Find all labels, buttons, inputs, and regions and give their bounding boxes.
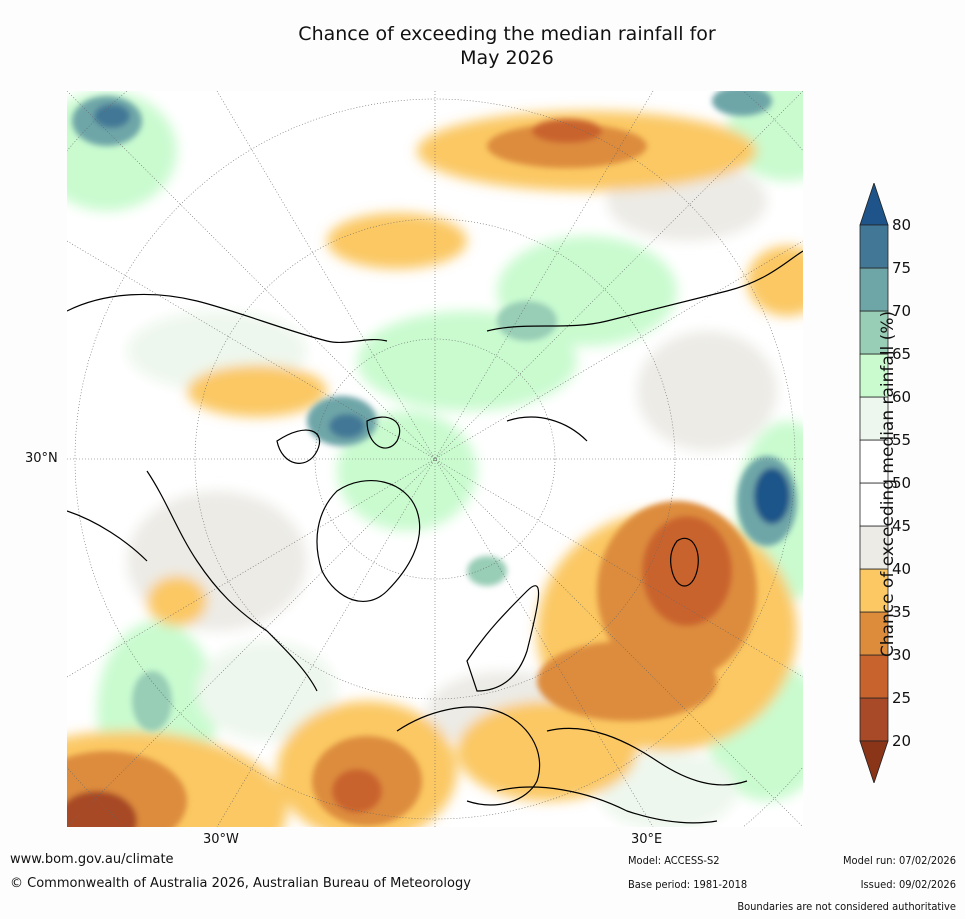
colorbar-under-arrow xyxy=(859,740,889,785)
colorbar-tick-label: 30 xyxy=(892,646,911,664)
colorbar-tick-label: 20 xyxy=(892,732,911,750)
colorbar-tick-label: 50 xyxy=(892,474,911,492)
colorbar-label: Chance of exceeding median rainfall (%) xyxy=(878,310,898,658)
map-canvas xyxy=(67,91,803,827)
colorbar-graphic: 20 25 30 35 40 45 50 55 60 65 70 75 80 xyxy=(859,181,911,785)
graticule xyxy=(67,91,803,827)
colorbar-segment xyxy=(859,482,889,527)
colorbar-tick-label: 75 xyxy=(892,259,911,277)
colorbar-tick-label: 65 xyxy=(892,345,911,363)
colorbar-tick-label: 55 xyxy=(892,431,911,449)
issued-text: Issued: 09/02/2026 xyxy=(860,878,956,891)
website-link[interactable]: www.bom.gov.au/climate xyxy=(10,852,174,867)
colorbar: 20 25 30 35 40 45 50 55 60 65 70 75 80 xyxy=(859,181,965,785)
coastlines xyxy=(67,250,803,824)
probability-field xyxy=(67,91,803,827)
colorbar-tick-label: 70 xyxy=(892,302,911,320)
colorbar-segment xyxy=(859,611,889,656)
colorbar-segment xyxy=(859,353,889,398)
colorbar-over-arrow xyxy=(859,181,889,226)
colorbar-tick-label: 25 xyxy=(892,689,911,707)
copyright-text: © Commonwealth of Australia 2026, Austra… xyxy=(10,876,471,891)
colorbar-segment xyxy=(859,224,889,269)
colorbar-segment xyxy=(859,396,889,441)
colorbar-tick-label: 45 xyxy=(892,517,911,535)
model-text: Model: ACCESS-S2 xyxy=(628,854,720,867)
lon-label-30e: 30°E xyxy=(631,832,663,847)
title-line-1: Chance of exceeding the median rainfall … xyxy=(298,23,716,45)
colorbar-tick-label: 60 xyxy=(892,388,911,406)
title-line-2: May 2026 xyxy=(460,47,554,69)
colorbar-segment xyxy=(859,439,889,484)
lon-label-30w: 30°W xyxy=(203,832,239,847)
colorbar-tick-label: 35 xyxy=(892,603,911,621)
colorbar-segment xyxy=(859,525,889,570)
colorbar-segment xyxy=(859,310,889,355)
model-run-text: Model run: 07/02/2026 xyxy=(843,854,956,867)
colorbar-segment xyxy=(859,267,889,312)
base-period-text: Base period: 1981-2018 xyxy=(628,878,748,891)
rainfall-probability-map xyxy=(67,91,803,827)
disclaimer-text: Boundaries are not considered authoritat… xyxy=(737,900,956,913)
map-title: Chance of exceeding the median rainfall … xyxy=(0,22,965,70)
colorbar-segment xyxy=(859,697,889,742)
colorbar-tick-label: 80 xyxy=(892,216,911,234)
lat-label-30n: 30°N xyxy=(25,451,58,466)
colorbar-segment xyxy=(859,654,889,699)
colorbar-tick-label: 40 xyxy=(892,560,911,578)
